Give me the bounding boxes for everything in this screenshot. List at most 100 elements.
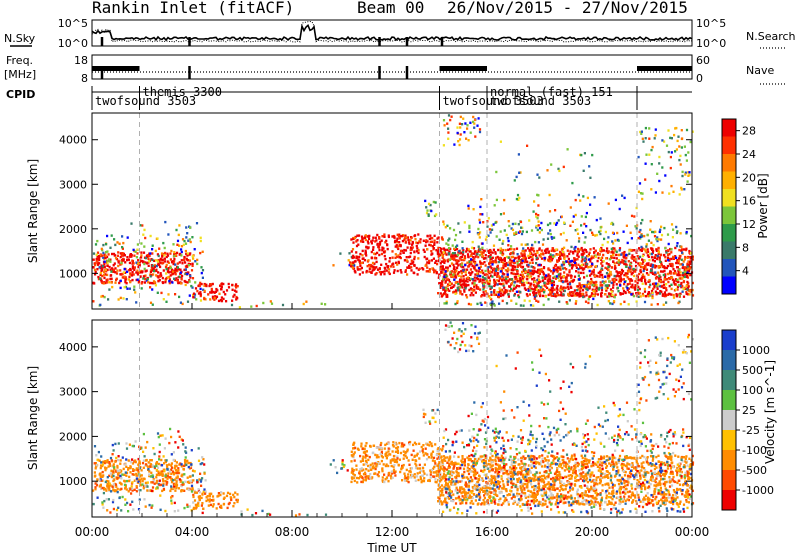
heatmap-cell xyxy=(196,258,199,262)
heatmap-cell xyxy=(121,252,124,255)
heatmap-cell xyxy=(496,255,499,259)
heatmap-cell xyxy=(605,262,608,265)
heatmap-cell xyxy=(226,491,230,495)
heatmap-cell xyxy=(177,471,180,475)
heatmap-cell xyxy=(165,255,168,259)
heatmap-cell xyxy=(225,289,229,292)
heatmap-cell xyxy=(113,466,116,469)
heatmap-cell xyxy=(410,269,413,272)
heatmap-cell xyxy=(201,477,204,480)
heatmap-cell xyxy=(548,210,552,213)
heatmap-cell xyxy=(165,300,168,303)
heatmap-cell xyxy=(479,205,482,209)
heatmap-cell xyxy=(600,269,603,272)
heatmap-cell xyxy=(157,435,160,439)
heatmap-cell xyxy=(180,259,183,262)
heatmap-cell xyxy=(392,470,395,473)
heatmap-cell xyxy=(532,304,535,307)
heatmap-cell xyxy=(197,292,201,295)
heatmap-cell xyxy=(522,284,525,287)
heatmap-cell xyxy=(610,247,613,251)
heatmap-cell xyxy=(112,498,115,502)
heatmap-cell xyxy=(144,261,147,264)
heatmap-cell xyxy=(664,294,667,298)
heatmap-cell xyxy=(101,463,105,466)
heatmap-cell xyxy=(581,292,584,296)
heatmap-cell xyxy=(536,278,539,282)
heatmap-cell xyxy=(497,293,500,296)
heatmap-cell xyxy=(468,226,471,230)
heatmap-cell xyxy=(579,265,582,268)
heatmap-cell xyxy=(437,250,440,253)
heatmap-cell xyxy=(580,287,583,290)
heatmap-cell xyxy=(192,493,195,497)
heatmap-cell xyxy=(106,259,109,263)
heatmap-cell xyxy=(369,463,372,467)
heatmap-cell xyxy=(193,248,196,251)
heatmap-cell xyxy=(647,239,650,242)
heatmap-cell xyxy=(682,280,685,284)
heatmap-cell xyxy=(613,262,616,265)
heatmap-cell xyxy=(520,252,523,255)
heatmap-cell xyxy=(474,499,477,502)
beam-label: Beam 00 xyxy=(357,0,424,17)
nsky-panel: 10^5 10^0 N.Sky 10^5 10^0 N.Search xyxy=(4,17,796,50)
heatmap-cell xyxy=(352,261,355,265)
heatmap-cell xyxy=(599,273,602,276)
heatmap-cell xyxy=(163,257,166,260)
heatmap-cell xyxy=(294,514,298,517)
heatmap-cell xyxy=(131,270,134,274)
heatmap-cell xyxy=(495,198,498,202)
heatmap-cell xyxy=(168,278,171,281)
heatmap-cell xyxy=(527,281,530,285)
heatmap-cell xyxy=(443,275,446,279)
heatmap-cell xyxy=(341,463,344,466)
heatmap-cell xyxy=(143,262,146,266)
heatmap-cell xyxy=(370,242,373,245)
heatmap-cell xyxy=(527,265,530,268)
heatmap-cell xyxy=(555,248,558,251)
heatmap-cell xyxy=(630,214,634,218)
heatmap-cell xyxy=(630,265,633,268)
heatmap-cell xyxy=(665,144,669,147)
heatmap-cell xyxy=(400,467,403,471)
heatmap-cell xyxy=(191,486,194,490)
heatmap-cell xyxy=(585,262,588,266)
heatmap-cell xyxy=(212,297,215,300)
heatmap-cell xyxy=(547,267,550,270)
heatmap-cell xyxy=(451,244,454,247)
heatmap-cell xyxy=(464,287,467,290)
heatmap-cell xyxy=(151,248,154,251)
heatmap-cell xyxy=(470,291,473,295)
heatmap-cell xyxy=(435,213,438,216)
heatmap-cell xyxy=(395,447,399,450)
heatmap-cell xyxy=(415,464,418,467)
heatmap-cell xyxy=(201,276,204,279)
heatmap-cell xyxy=(659,253,662,256)
heatmap-cell xyxy=(554,295,557,298)
heatmap-cell xyxy=(352,254,355,258)
heatmap-cell xyxy=(450,262,454,265)
heatmap-cell xyxy=(199,281,202,285)
heatmap-cell xyxy=(623,196,626,200)
heatmap-cell xyxy=(437,276,440,279)
heatmap-cell xyxy=(429,469,432,472)
heatmap-cell xyxy=(116,472,120,476)
heatmap-cell xyxy=(409,251,412,255)
heatmap-cell xyxy=(680,188,683,191)
heatmap-cell xyxy=(93,445,97,448)
heatmap-cell xyxy=(549,290,552,294)
heatmap-cell xyxy=(140,469,143,472)
heatmap-cell xyxy=(570,279,573,283)
heatmap-cell xyxy=(587,282,590,286)
heatmap-cell xyxy=(480,303,483,306)
heatmap-cell xyxy=(111,285,114,289)
heatmap-cell xyxy=(540,221,543,225)
heatmap-cell xyxy=(188,253,191,256)
heatmap-cell xyxy=(94,262,97,265)
heatmap-cell xyxy=(538,247,541,250)
heatmap-cell xyxy=(528,299,531,303)
heatmap-cell xyxy=(211,505,215,508)
heatmap-cell xyxy=(409,262,412,266)
heatmap-cell xyxy=(559,265,562,269)
